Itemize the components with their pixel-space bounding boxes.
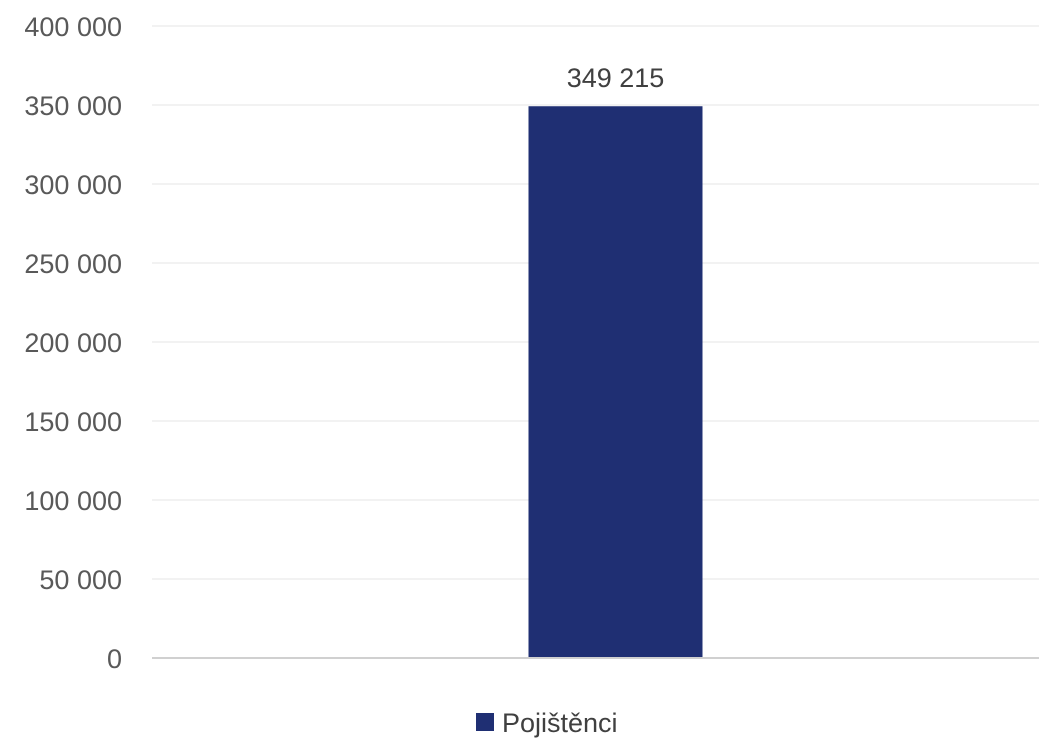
- bar-data-label: 349 215: [567, 63, 665, 93]
- bar-Pojištěnci: [528, 106, 703, 659]
- y-tick-label: 50 000: [39, 565, 122, 595]
- y-tick-label: 200 000: [24, 328, 122, 358]
- legend-label-pojistenci: Pojištěnci: [502, 708, 618, 738]
- y-tick-label: 100 000: [24, 486, 122, 516]
- y-tick-label: 350 000: [24, 91, 122, 121]
- bars: [528, 106, 703, 659]
- y-axis-tick-labels: 0 50 000 100 000 150 000 200 000 250 000 300 0…: [24, 12, 122, 674]
- y-tick-label: 0: [107, 644, 122, 674]
- y-tick-label: 250 000: [24, 249, 122, 279]
- y-tick-label: 400 000: [24, 12, 122, 42]
- legend-swatch-pojistenci: [476, 713, 494, 731]
- data-labels: 349 215: [567, 63, 665, 93]
- legend: Pojištěnci: [476, 708, 618, 738]
- y-tick-label: 150 000: [24, 407, 122, 437]
- y-tick-label: 300 000: [24, 170, 122, 200]
